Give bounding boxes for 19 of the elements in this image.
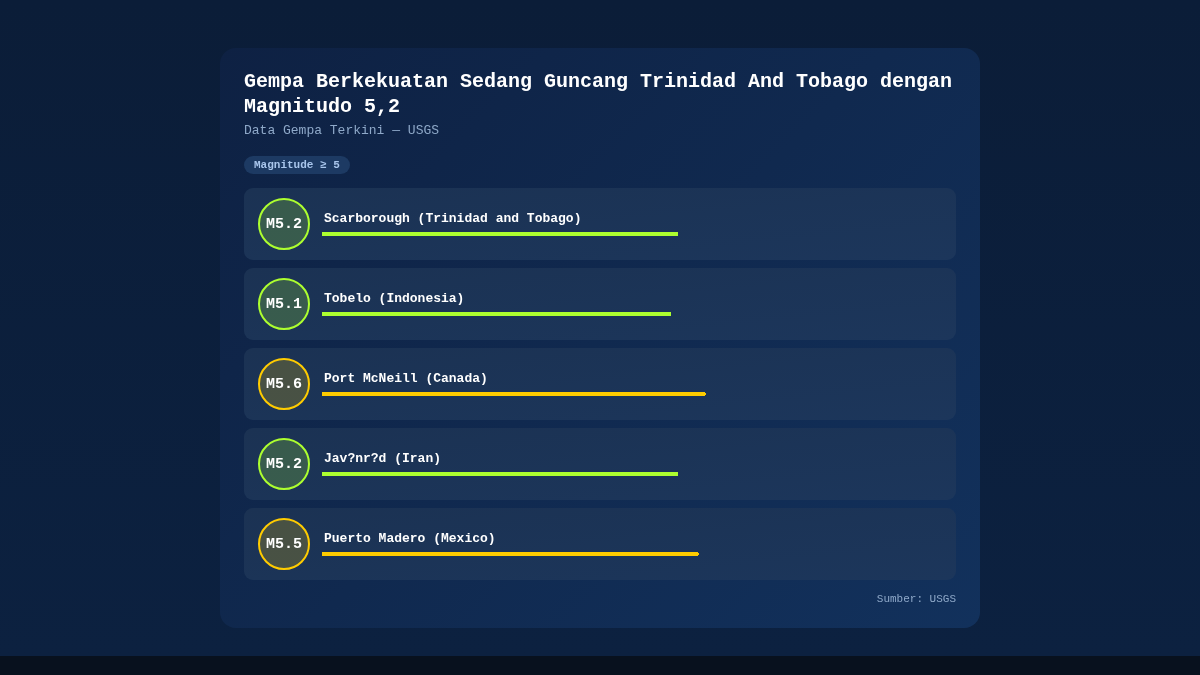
data-label: M5.2 — [266, 216, 303, 233]
y-tick-label: Scarborough (Trinidad and Tobago) — [324, 211, 582, 226]
y-tick-label: Puerto Madero (Mexico) — [324, 531, 496, 546]
bar — [322, 552, 699, 556]
bar — [322, 232, 679, 236]
data-label: M5.2 — [266, 456, 303, 473]
chart-subtitle: Data Gempa Terkini — USGS — [244, 122, 440, 140]
data-label: M5.1 — [266, 296, 303, 313]
text: Sumber: USGS — [876, 592, 956, 606]
text: Magnitude ≥ 5 — [244, 156, 350, 174]
bar — [322, 392, 706, 396]
chart-title: Gempa Berkekuatan Sedang Guncang Trinidad And Tobago dengan Magnitudo 5,2 — [244, 69, 954, 119]
bar — [322, 472, 679, 476]
data-label: M5.5 — [266, 536, 303, 553]
y-tick-label: Port McNeill (Canada) — [324, 371, 488, 386]
y-tick-label: Jav?nr?d (Iran) — [324, 451, 442, 466]
bar — [322, 312, 672, 316]
data-label: M5.6 — [266, 376, 303, 393]
y-tick-label: Tobelo (Indonesia) — [324, 291, 465, 306]
